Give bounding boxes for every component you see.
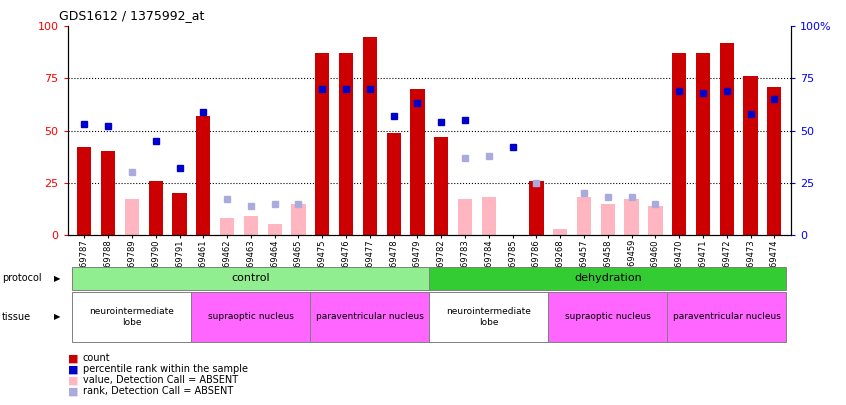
Text: control: control — [232, 273, 270, 283]
Bar — [553, 229, 568, 235]
Bar — [387, 133, 401, 235]
Text: ■: ■ — [68, 364, 78, 374]
Text: value, Detection Call = ABSENT: value, Detection Call = ABSENT — [83, 375, 238, 385]
Text: paraventricular nucleus: paraventricular nucleus — [673, 312, 781, 322]
Bar — [339, 53, 354, 235]
Bar — [648, 206, 662, 235]
Bar — [720, 43, 733, 235]
Bar — [363, 37, 377, 235]
Text: ■: ■ — [68, 354, 78, 363]
Text: neurointermediate
lobe: neurointermediate lobe — [447, 307, 531, 326]
Bar — [244, 216, 258, 235]
Bar — [744, 77, 758, 235]
Text: ■: ■ — [68, 375, 78, 385]
Bar — [601, 204, 615, 235]
Text: supraoptic nucleus: supraoptic nucleus — [208, 312, 294, 322]
Bar — [220, 218, 234, 235]
Bar — [434, 137, 448, 235]
Text: protocol: protocol — [2, 273, 41, 283]
Bar — [315, 53, 329, 235]
Bar — [291, 204, 305, 235]
Text: rank, Detection Call = ABSENT: rank, Detection Call = ABSENT — [83, 386, 233, 396]
Bar — [695, 53, 710, 235]
Bar — [624, 199, 639, 235]
Bar — [124, 199, 139, 235]
Text: GDS1612 / 1375992_at: GDS1612 / 1375992_at — [59, 9, 205, 22]
Text: ■: ■ — [68, 386, 78, 396]
Bar — [672, 53, 686, 235]
Text: ▶: ▶ — [54, 274, 61, 283]
Bar — [577, 197, 591, 235]
Bar — [410, 89, 425, 235]
Bar — [481, 197, 496, 235]
Text: paraventricular nucleus: paraventricular nucleus — [316, 312, 424, 322]
Bar — [530, 181, 543, 235]
Bar — [196, 116, 211, 235]
Bar — [149, 181, 162, 235]
Text: dehydration: dehydration — [574, 273, 641, 283]
Text: neurointermediate
lobe: neurointermediate lobe — [90, 307, 174, 326]
Text: ▶: ▶ — [54, 312, 61, 322]
Text: percentile rank within the sample: percentile rank within the sample — [83, 364, 248, 374]
Bar — [267, 224, 282, 235]
Text: tissue: tissue — [2, 312, 30, 322]
Bar — [173, 193, 187, 235]
Text: count: count — [83, 354, 111, 363]
Bar — [767, 87, 782, 235]
Bar — [458, 199, 472, 235]
Text: supraoptic nucleus: supraoptic nucleus — [565, 312, 651, 322]
Bar — [77, 147, 91, 235]
Bar — [101, 151, 115, 235]
